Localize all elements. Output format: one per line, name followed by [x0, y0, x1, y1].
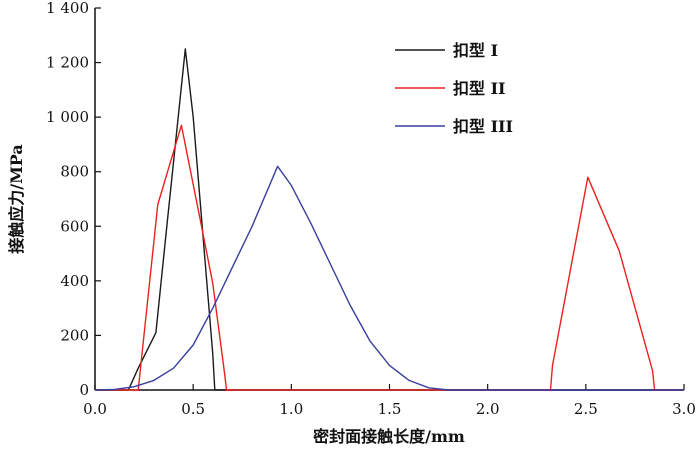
- y-tick-label: 0: [79, 381, 89, 399]
- x-axis-label: 密封面接触长度/mm: [312, 427, 465, 446]
- x-ticks: 0.0 0.5 1.0 1.5 2.0 2.5 3.0: [83, 384, 696, 418]
- x-tick-label: 0.0: [83, 400, 107, 418]
- series-line-1: [95, 48, 684, 391]
- y-tick-label: 1 400: [46, 0, 89, 17]
- y-tick-label: 1 200: [46, 54, 89, 72]
- y-ticks: 0 200 400 600 800 1 000 1 200 1 400: [46, 0, 101, 399]
- legend: 扣型 I 扣型 II 扣型 III: [395, 41, 513, 136]
- y-tick-label: 1 000: [46, 108, 89, 126]
- x-tick-label: 0.5: [181, 400, 205, 418]
- series-layer: [94, 48, 684, 391]
- x-tick-label: 2.5: [574, 400, 598, 418]
- y-tick-label: 200: [60, 326, 89, 344]
- y-tick-label: 600: [60, 217, 89, 235]
- legend-label-3: 扣型 III: [453, 117, 513, 136]
- x-tick-label: 2.0: [476, 400, 500, 418]
- x-tick-label: 1.0: [279, 400, 303, 418]
- y-tick-label: 800: [60, 163, 89, 181]
- series-line-3: [94, 165, 684, 391]
- y-axis-label: 接触应力/MPa: [7, 144, 26, 254]
- y-tick-label: 400: [60, 272, 89, 290]
- x-tick-label: 3.0: [672, 400, 696, 418]
- series-line-2: [95, 124, 684, 391]
- x-tick-label: 1.5: [378, 400, 402, 418]
- legend-label-1: 扣型 I: [453, 41, 498, 60]
- legend-label-2: 扣型 II: [453, 79, 506, 98]
